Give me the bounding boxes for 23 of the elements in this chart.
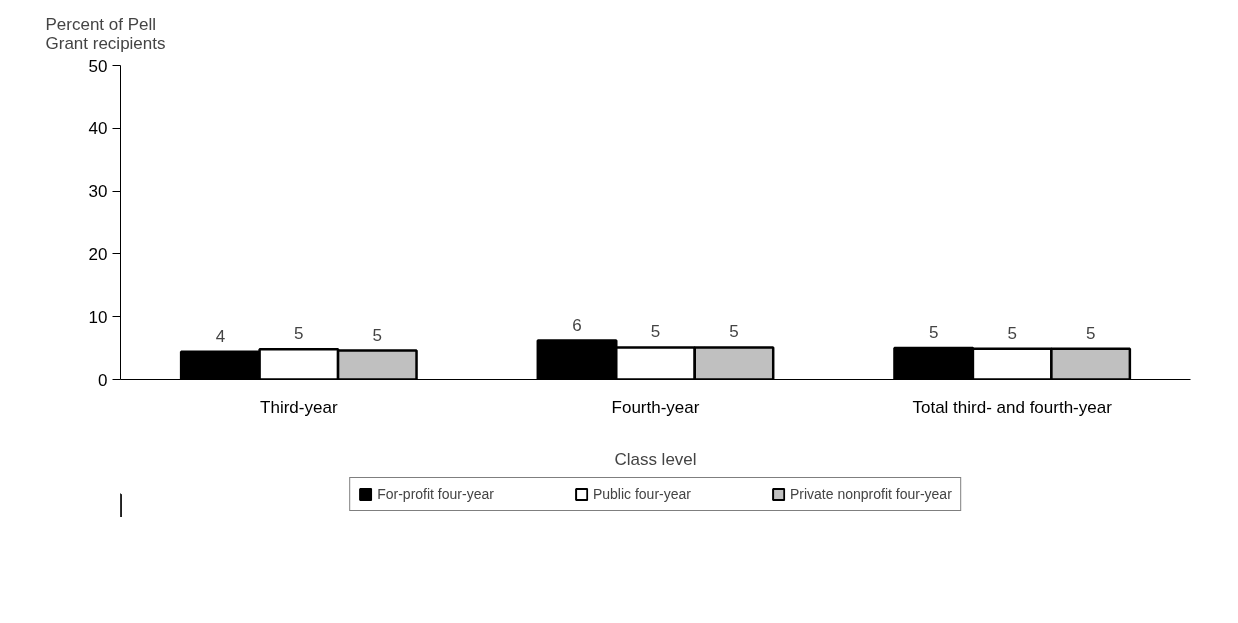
data-label: 4: [215, 326, 226, 346]
y-tick-label: 30: [88, 182, 108, 202]
data-label: 5: [729, 322, 739, 342]
y-tick-label: 40: [88, 119, 108, 139]
legend-label: For-profit four-year: [377, 486, 494, 502]
x-tick-label: Fourth-year: [611, 397, 700, 417]
x-axis-title: Class level: [614, 449, 697, 469]
data-label: 5: [928, 323, 939, 343]
y-tick-label: 10: [88, 307, 108, 327]
x-tick-label: Third-year: [260, 397, 338, 417]
data-label: 5: [1085, 323, 1096, 343]
legend-label: Private nonprofit four-year: [789, 486, 952, 502]
data-label: 6: [572, 315, 582, 335]
y-tick-label: 0: [98, 370, 108, 390]
data-label: 5: [1007, 323, 1017, 343]
data-label: 5: [650, 322, 661, 342]
x-tick-label: Total third- and fourth-year: [912, 397, 1113, 417]
y-tick-label: 50: [88, 56, 108, 76]
y-axis-title: Percent of Pell Grant recipients: [45, 15, 166, 53]
data-label: 5: [294, 324, 304, 344]
legend-label: Public four-year: [592, 486, 691, 502]
y-tick-label: 20: [88, 244, 108, 264]
data-label: 5: [372, 325, 383, 345]
